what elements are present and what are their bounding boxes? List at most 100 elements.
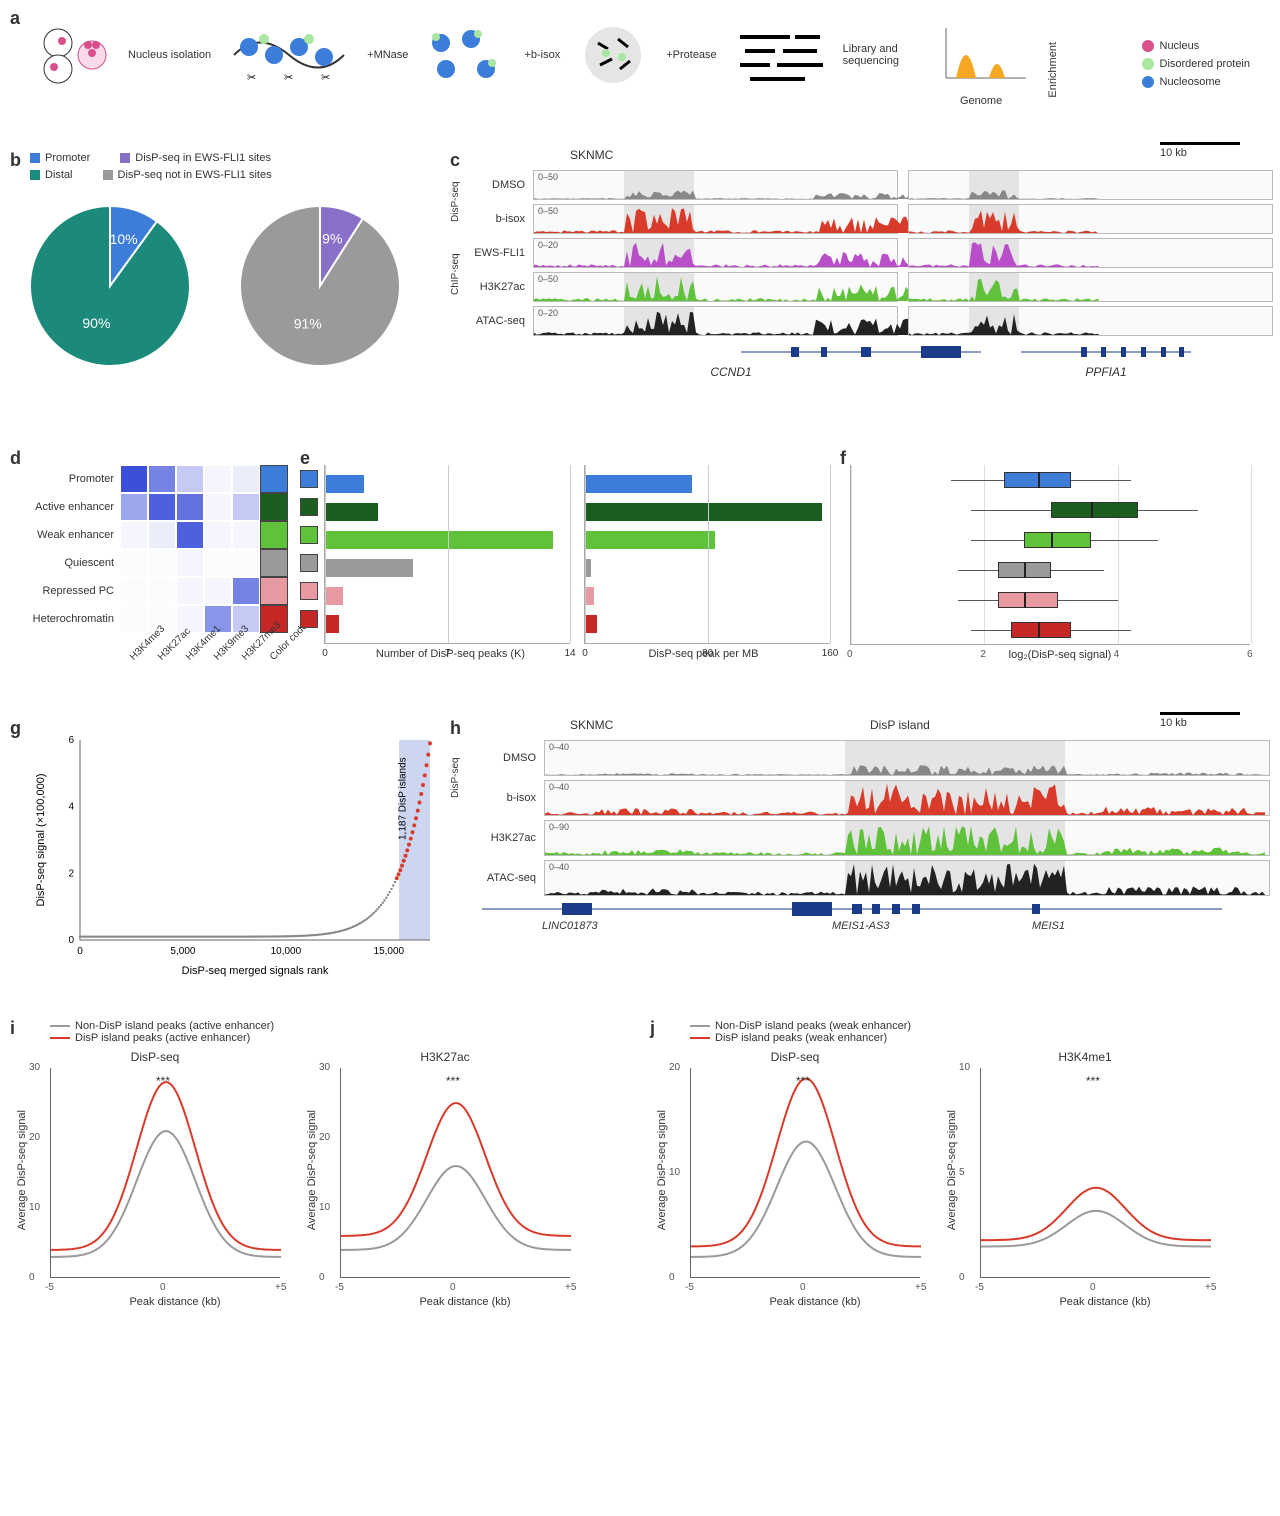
svg-text:10%: 10% xyxy=(110,231,138,247)
bar xyxy=(325,475,364,493)
track-label: DMSO xyxy=(472,752,544,764)
svg-text:DisP-seq merged signals rank: DisP-seq merged signals rank xyxy=(182,965,329,977)
bar xyxy=(325,615,339,633)
svg-text:5,000: 5,000 xyxy=(170,946,195,957)
bar xyxy=(325,503,378,521)
enrichment-ylabel: Enrichment xyxy=(1047,42,1059,98)
panel-h-tracks: SKNMC DisP island 10 kb DisP-seq DMSO0–4… xyxy=(450,720,1270,1000)
legend-ews-not: DisP-seq not in EWS-FLI1 sites xyxy=(118,169,272,181)
lineplot-title: DisP-seq xyxy=(10,1050,300,1064)
scale-bar-h: 10 kb xyxy=(1160,717,1187,729)
lineplot-ylabel: Average DisP-seq signal xyxy=(16,1110,28,1230)
svg-text:✂: ✂ xyxy=(284,72,293,84)
enrichment-chart-icon xyxy=(931,20,1031,90)
heatmap-rowlabel: Weak enhancer xyxy=(10,521,120,549)
step-bisox-label: +b-isox xyxy=(524,49,560,61)
heatmap-rowlabel: Repressed PC xyxy=(10,577,120,605)
legend-disordered: Disordered protein xyxy=(1160,58,1251,70)
heatmap-rowlabel: Heterochromatin xyxy=(10,605,120,633)
panel-h-title: SKNMC xyxy=(570,718,613,732)
svg-text:10,000: 10,000 xyxy=(271,946,302,957)
step-mnase-label: +MNase xyxy=(367,49,408,61)
gene-ccnd1: CCND1 xyxy=(710,365,751,379)
legend-nondisp-active: Non-DisP island peaks (active enhancer) xyxy=(75,1020,274,1032)
group-disp-seq: DisP-seq xyxy=(450,168,461,236)
panel-c-title: SKNMC xyxy=(570,148,613,162)
cells-icon xyxy=(40,25,110,85)
svg-text:9%: 9% xyxy=(322,231,342,247)
panel-b-pies: Promoter DisP-seq in EWS-FLI1 sites Dist… xyxy=(10,150,440,430)
gene-meis1: MEIS1 xyxy=(1032,920,1065,932)
bar xyxy=(325,587,343,605)
bar xyxy=(585,503,822,521)
step-nucleus-label: Nucleus isolation xyxy=(128,49,211,61)
legend-nucleus: Nucleus xyxy=(1160,40,1200,52)
panel-a-workflow: Nucleus isolation ✂ ✂ ✂ +MNase +b-isox +Pr… xyxy=(10,10,1270,140)
track-label: b-isox xyxy=(472,792,544,804)
pie-promoter-distal: 10% 90% xyxy=(20,196,200,376)
lineplot-title: DisP-seq xyxy=(650,1050,940,1064)
precipitate-icon xyxy=(578,25,648,85)
legend-nucleosome: Nucleosome xyxy=(1160,76,1221,88)
step-protease-label: +Protease xyxy=(666,49,716,61)
lineplot-title: H3K27ac xyxy=(300,1050,590,1064)
step-library-label: Library and sequencing xyxy=(843,43,913,67)
gene-meis1as3: MEIS1-AS3 xyxy=(832,920,889,932)
panel-j-lineplots: Non-DisP island peaks (weak enhancer) Di… xyxy=(650,1020,1270,1500)
lineplot-ylabel: Average DisP-seq signal xyxy=(946,1110,958,1230)
gene-model-ppfia1 xyxy=(1011,342,1201,362)
legend-promoter: Promoter xyxy=(45,152,90,164)
gene-linc: LINC01873 xyxy=(542,920,598,932)
svg-text:2: 2 xyxy=(68,868,74,879)
gene-model-h xyxy=(472,898,1232,920)
svg-text:0: 0 xyxy=(77,946,83,957)
panel-c-tracks: SKNMC 10 kb DisP-seq ChIP-seq DMSO0–50b-… xyxy=(450,150,1270,430)
heatmap-rowlabel: Active enhancer xyxy=(10,493,120,521)
legend-nondisp-weak: Non-DisP island peaks (weak enhancer) xyxy=(715,1020,911,1032)
track-label: EWS-FLI1 xyxy=(461,247,533,259)
panel-d-heatmap: PromoterActive enhancerWeak enhancerQuie… xyxy=(10,450,300,700)
track-label: ATAC-seq xyxy=(472,872,544,884)
bar xyxy=(325,531,553,549)
svg-text:6: 6 xyxy=(68,735,74,746)
lineplot-ylabel: Average DisP-seq signal xyxy=(656,1110,668,1230)
heatmap-rowlabel: Promoter xyxy=(10,465,120,493)
bar xyxy=(585,475,692,493)
panel-g-rankplot: 05,00010,00015,0000246DisP-seq merged si… xyxy=(10,720,440,1000)
lineplot-ylabel: Average DisP-seq signal xyxy=(306,1110,318,1230)
group-chip-seq: ChIP-seq xyxy=(450,240,461,308)
legend-ews-in: DisP-seq in EWS-FLI1 sites xyxy=(135,152,271,164)
lineplot-title: H3K4me1 xyxy=(940,1050,1230,1064)
track-label: DMSO xyxy=(461,179,533,191)
group-disp-seq-h: DisP-seq xyxy=(450,738,461,818)
disp-island-label: DisP island xyxy=(870,718,930,732)
legend-disp-weak: DisP island peaks (weak enhancer) xyxy=(715,1032,887,1044)
panel-a-legend: Nucleus Disordered protein Nucleosome xyxy=(1142,40,1251,94)
svg-text:15,000: 15,000 xyxy=(374,946,405,957)
bar xyxy=(325,559,413,577)
heatmap-rowlabel: Quiescent xyxy=(10,549,120,577)
svg-text:90%: 90% xyxy=(82,315,110,331)
svg-text:91%: 91% xyxy=(294,315,322,331)
svg-text:✂: ✂ xyxy=(321,72,330,84)
track-label: H3K27ac xyxy=(461,281,533,293)
track-label: b-isox xyxy=(461,213,533,225)
reads-icon xyxy=(735,25,825,85)
bar xyxy=(585,531,715,549)
enrichment-xlabel: Genome xyxy=(960,95,1002,107)
gene-model-ccnd1 xyxy=(461,342,1001,362)
chromatin-icon: ✂ ✂ ✂ xyxy=(229,25,349,85)
legend-disp-active: DisP island peaks (active enhancer) xyxy=(75,1032,250,1044)
svg-text:1,187 DisP islands: 1,187 DisP islands xyxy=(397,757,408,840)
track-label: H3K27ac xyxy=(472,832,544,844)
legend-distal: Distal xyxy=(45,169,73,181)
bar xyxy=(585,587,594,605)
bar xyxy=(585,615,597,633)
svg-text:4: 4 xyxy=(68,802,74,813)
boxplot-xlabel: log₂(DisP-seq signal) xyxy=(850,649,1270,661)
panel-i-lineplots: Non-DisP island peaks (active enhancer) … xyxy=(10,1020,630,1500)
svg-text:✂: ✂ xyxy=(247,72,256,84)
pie-ews-sites: 9% 91% xyxy=(230,196,410,376)
panel-f-boxplot: 0246 log₂(DisP-seq signal) xyxy=(840,450,1270,700)
scale-bar-c: 10 kb xyxy=(1160,147,1187,159)
